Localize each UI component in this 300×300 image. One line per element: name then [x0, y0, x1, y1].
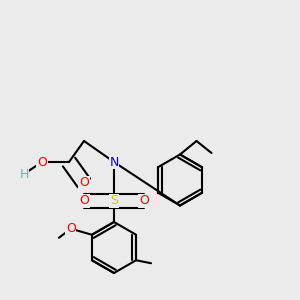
Text: O: O: [139, 194, 149, 208]
Text: O: O: [79, 194, 89, 208]
Text: N: N: [109, 155, 119, 169]
Text: S: S: [110, 194, 118, 208]
Text: O: O: [37, 155, 47, 169]
Text: H: H: [19, 167, 29, 181]
Text: O: O: [79, 176, 89, 190]
Text: O: O: [66, 222, 76, 235]
